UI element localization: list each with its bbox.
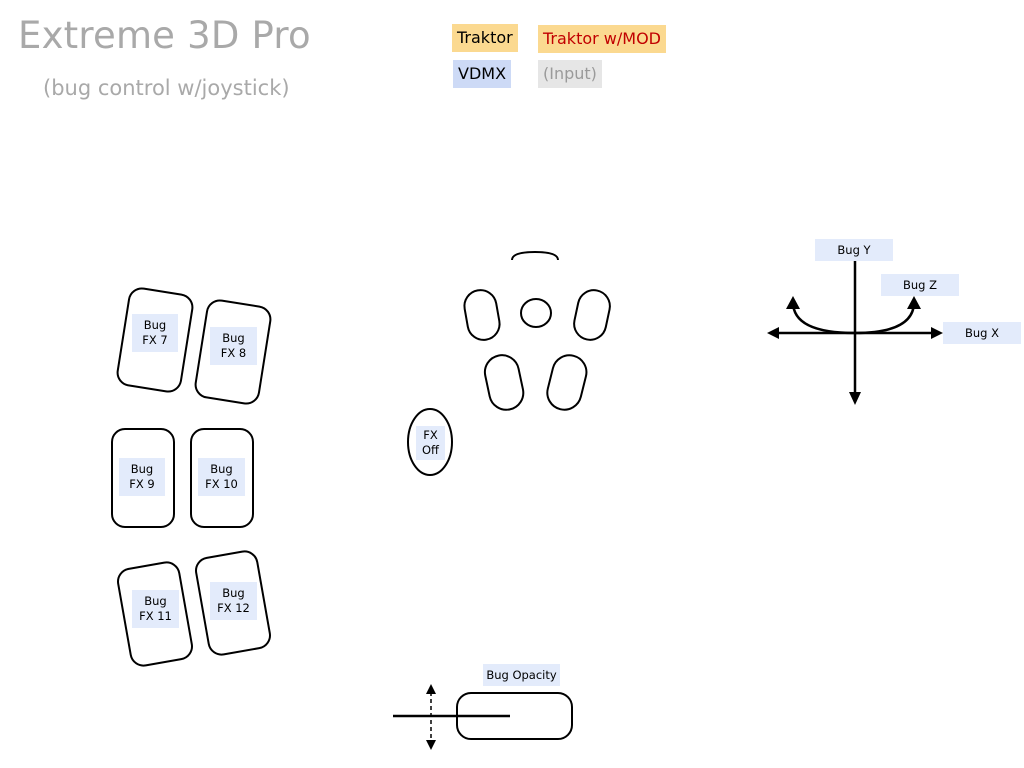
head-button-upper-right bbox=[573, 289, 611, 341]
arrow-z-left-icon bbox=[786, 296, 800, 309]
trigger-arc bbox=[511, 250, 559, 261]
legend-traktor-mod: Traktor w/MOD bbox=[538, 25, 666, 53]
page-subtitle: (bug control w/joystick) bbox=[43, 76, 290, 100]
throttle-arrow-down-icon bbox=[426, 740, 436, 750]
label-fx12: Bug FX 12 bbox=[210, 582, 257, 620]
axis-label-x: Bug X bbox=[943, 322, 1021, 344]
fx-off-button-label[interactable]: FX Off bbox=[416, 426, 445, 460]
label-fx10: Bug FX 10 bbox=[198, 458, 245, 496]
label-fx11: Bug FX 11 bbox=[132, 590, 179, 628]
label-fx9: Bug FX 9 bbox=[119, 458, 165, 496]
throttle-label: Bug Opacity bbox=[483, 664, 560, 686]
head-button-lower-left bbox=[483, 354, 525, 411]
axis-label-z: Bug Z bbox=[881, 274, 959, 296]
legend-traktor: Traktor bbox=[452, 24, 518, 52]
head-button-lower-right bbox=[546, 354, 588, 411]
arrow-down-icon bbox=[849, 392, 861, 405]
label-fx8: Bug FX 8 bbox=[210, 327, 257, 365]
head-button-upper-left bbox=[463, 289, 501, 341]
legend-vdmx: VDMX bbox=[453, 60, 512, 88]
arrow-right-icon bbox=[931, 327, 943, 339]
hat-switch bbox=[520, 298, 552, 328]
label-fx7: Bug FX 7 bbox=[132, 314, 178, 352]
page-title: Extreme 3D Pro bbox=[18, 14, 311, 57]
arrow-z-right-icon bbox=[907, 296, 921, 309]
arrow-left-icon bbox=[767, 327, 779, 339]
throttle-arrow-up-icon bbox=[426, 684, 436, 694]
legend-input: (Input) bbox=[538, 60, 602, 88]
axis-diagram bbox=[770, 246, 940, 402]
axis-label-y: Bug Y bbox=[815, 239, 893, 261]
